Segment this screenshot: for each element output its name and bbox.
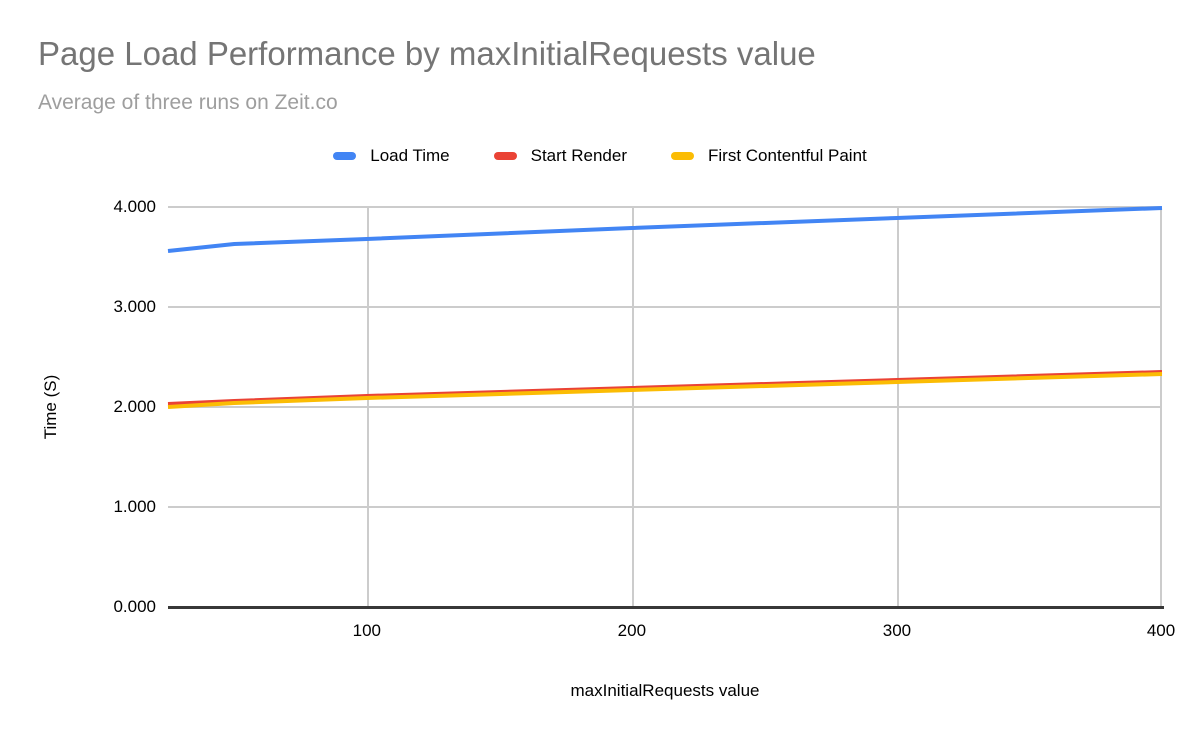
x-tick-label: 200 [617, 621, 647, 640]
x-tick-label: 300 [882, 621, 912, 640]
legend-item-2[interactable]: First Contentful Paint [671, 146, 867, 166]
h-gridline [168, 506, 1162, 508]
legend-label: Load Time [370, 146, 450, 165]
legend-item-1[interactable]: Start Render [493, 146, 628, 166]
chart-title: Page Load Performance by maxInitialReque… [38, 35, 816, 72]
plot-area [167, 206, 1163, 607]
legend-swatch-icon [493, 152, 517, 160]
series-lines [167, 206, 1163, 409]
y-axis-title: Time (S) [41, 374, 60, 440]
x-tick-label: 400 [1146, 621, 1176, 640]
legend-item-0[interactable]: Load Time [333, 146, 450, 166]
h-gridline [168, 306, 1162, 308]
v-gridline [896, 207, 899, 607]
y-tick-label: 0.000 [113, 597, 156, 616]
v-gridline [631, 207, 634, 607]
h-gridline [168, 406, 1162, 408]
legend-swatch-icon [333, 152, 357, 160]
x-tick-label: 100 [352, 621, 381, 640]
legend-label: First Contentful Paint [708, 146, 867, 165]
v-gridline [1160, 207, 1162, 607]
v-gridline [366, 207, 369, 607]
h-gridline [168, 206, 1162, 208]
legend-swatch-icon [671, 152, 695, 160]
y-tick-label: 2.000 [113, 397, 156, 416]
legend: Load Time Start Render First Contentful Pa… [0, 142, 1200, 170]
y-tick-label: 4.000 [113, 197, 156, 216]
y-tick-label: 1.000 [113, 497, 156, 516]
legend-label: Start Render [530, 146, 628, 165]
y-tick-label: 3.000 [113, 297, 156, 316]
series-line-0 [167, 206, 1163, 253]
series-line-2 [167, 372, 1163, 409]
x-axis-line [168, 606, 1164, 609]
x-axis-title: maxInitialRequests value [570, 681, 760, 700]
chart-subtitle: Average of three runs on Zeit.co [38, 91, 338, 114]
